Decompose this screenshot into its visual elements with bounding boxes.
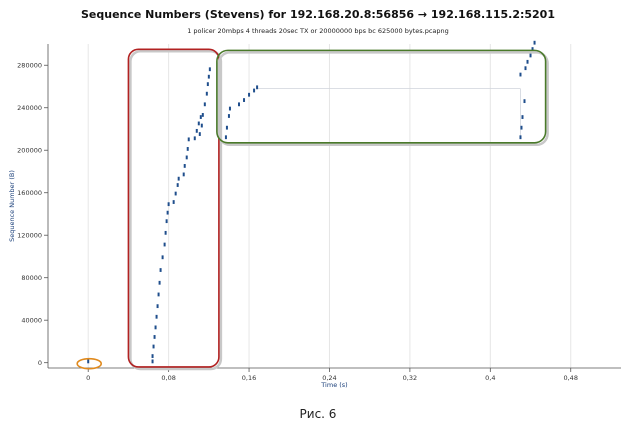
figure-caption: Рис. 6	[299, 407, 337, 421]
data-point	[519, 135, 522, 140]
data-point	[228, 106, 231, 111]
data-point	[187, 137, 190, 142]
data-point	[152, 344, 155, 349]
grid	[87, 44, 572, 368]
data-point	[163, 242, 166, 247]
data-point	[154, 325, 157, 330]
data-point	[526, 59, 529, 64]
data-point	[224, 135, 227, 140]
y-tick-label: 280000	[17, 62, 42, 70]
data-point	[165, 219, 168, 224]
orange-highlight-ellipse	[76, 357, 103, 370]
data-point	[207, 74, 210, 79]
data-point	[201, 113, 204, 117]
y-tick-label: 0	[38, 359, 42, 367]
chart-title: Sequence Numbers (Stevens) for 192.168.2…	[80, 8, 555, 21]
green-box-shadow	[217, 51, 549, 147]
red-box-shadow	[129, 50, 223, 371]
retransmission-guide	[257, 88, 521, 139]
data-point	[161, 255, 164, 260]
data-point	[203, 102, 206, 107]
data-point	[197, 121, 200, 126]
data-point	[151, 359, 154, 364]
data-point	[177, 176, 180, 181]
y-tick-label: 80000	[21, 274, 42, 282]
data-point	[533, 40, 536, 45]
data-point	[238, 102, 240, 107]
data-point	[176, 183, 179, 187]
y-tick-label: 40000	[21, 316, 42, 324]
x-tick-label: 0,08	[161, 374, 175, 382]
y-tick-label: 160000	[17, 189, 42, 197]
data-point	[186, 147, 189, 151]
data-point	[166, 210, 169, 215]
data-point	[87, 359, 90, 364]
data-point	[206, 82, 209, 87]
data-point	[205, 91, 208, 96]
data-point	[174, 191, 177, 196]
x-axis-label: Time (s)	[320, 381, 347, 389]
data-point	[172, 200, 175, 204]
annotations	[76, 48, 549, 371]
x-tick-label: 0,16	[242, 374, 256, 382]
data-point	[256, 85, 259, 90]
data-point	[520, 125, 523, 130]
data-point	[185, 155, 188, 160]
data-point	[182, 172, 185, 177]
x-tick-label: 0,4	[485, 374, 495, 382]
data-point	[243, 98, 246, 102]
y-axis-label: Sequence Number (B)	[8, 170, 16, 242]
y-tick-label: 120000	[17, 232, 42, 240]
data-point	[248, 92, 251, 97]
data-point	[529, 53, 532, 58]
data-point	[225, 125, 228, 130]
data-point	[200, 123, 203, 128]
data-point	[164, 230, 167, 235]
x-tick-label: 0,48	[563, 374, 577, 382]
data-point	[157, 292, 160, 297]
data-point	[195, 128, 198, 133]
data-point	[523, 99, 526, 104]
data-point	[227, 114, 230, 118]
data-point	[156, 304, 159, 309]
x-tick-label: 0	[86, 374, 90, 382]
data-point	[198, 132, 201, 136]
data-point	[183, 164, 186, 168]
data-point	[193, 136, 196, 141]
data-point	[158, 280, 161, 285]
data-point	[153, 335, 156, 339]
data-point	[253, 88, 256, 93]
data-point	[524, 66, 527, 71]
data-point	[208, 67, 211, 72]
chart-subtitle: 1 policer 20mbps 4 threads 20sec TX or 2…	[187, 27, 449, 35]
data-point	[521, 115, 524, 119]
data-point	[519, 72, 522, 77]
data-point	[199, 115, 202, 119]
x-tick-label: 0,32	[403, 374, 417, 382]
red-highlight-box	[127, 48, 220, 368]
y-tick-label: 200000	[17, 147, 42, 155]
data-point	[531, 47, 534, 51]
x-tick-label: 0,24	[322, 374, 336, 382]
data-point	[155, 314, 158, 319]
green-highlight-box	[216, 49, 547, 144]
data-series	[87, 40, 536, 364]
y-tick-label: 240000	[17, 104, 42, 112]
data-point	[159, 268, 162, 272]
data-point	[151, 354, 154, 358]
data-point	[167, 202, 170, 207]
axes: 0 0,08 0,16 0,24 0,32 0,4 0,48 0 40000 80000 12000…	[17, 44, 621, 382]
